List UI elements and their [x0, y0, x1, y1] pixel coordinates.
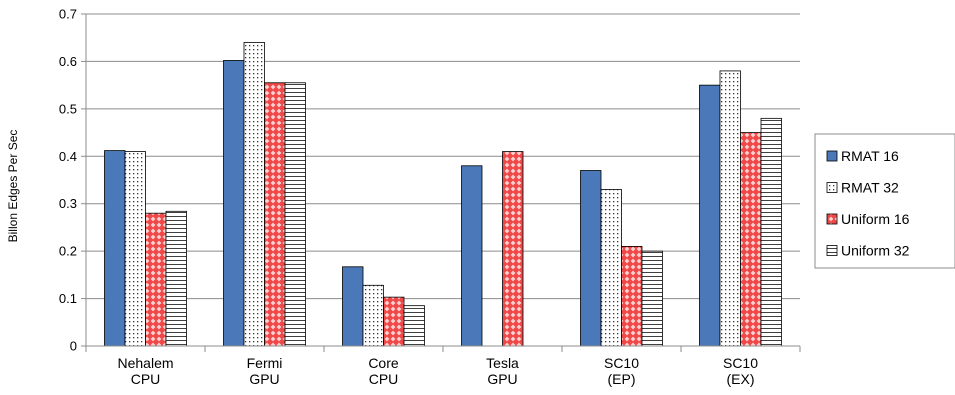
bars [104, 42, 782, 347]
bar-rmat-32 [719, 70, 741, 347]
y-tick-label: 0.3 [59, 196, 77, 211]
bar-rmat-16 [461, 165, 483, 347]
bar-uniform-16 [621, 245, 643, 347]
y-axis-label: Billon Edges Per Sec [6, 130, 20, 243]
legend-swatch [826, 245, 838, 256]
bar-uniform-16 [383, 296, 405, 347]
x-tick-label: CPU [131, 371, 161, 387]
x-tick-label: (EP) [608, 371, 636, 387]
legend-swatch [826, 150, 838, 162]
y-tick-label: 0.1 [59, 291, 77, 306]
x-tick-label: SC10 [723, 355, 758, 371]
x-tick-labels: NehalemCPUFermiGPUCoreCPUTeslaGPUSC10(EP… [117, 355, 758, 387]
x-tick-label: Nehalem [117, 355, 173, 371]
bar-uniform-32 [403, 305, 425, 347]
bar-rmat-32 [124, 151, 146, 347]
x-tick-label: Core [368, 355, 399, 371]
bar-rmat-16 [699, 84, 721, 347]
legend-box [814, 133, 955, 269]
x-tick-label: Tesla [486, 355, 519, 371]
x-tick-label: Fermi [247, 355, 283, 371]
y-tick-label: 0 [70, 339, 77, 354]
bar-uniform-32 [760, 117, 782, 347]
bar-uniform-16 [264, 82, 286, 347]
x-tick-label: GPU [487, 371, 517, 387]
gridlines [81, 13, 800, 347]
bar-rmat-16 [580, 170, 602, 347]
bar-uniform-16 [740, 132, 762, 347]
y-tick-label: 0.2 [59, 244, 77, 259]
bar-rmat-16 [223, 60, 245, 347]
y-tick-label: 0.6 [59, 54, 77, 69]
bar-rmat-32 [362, 284, 384, 347]
y-tick-labels: 0 0.1 0.2 0.3 0.4 0.5 0.6 0.7 [59, 7, 77, 354]
bar-rmat-16 [342, 266, 364, 347]
legend-label: RMAT 32 [841, 180, 899, 196]
x-tick-label: (EX) [727, 371, 755, 387]
legend-label: Uniform 32 [841, 243, 910, 259]
legend: RMAT 16 RMAT 32 Uniform 16 Uniform 32 [814, 133, 955, 269]
bar-rmat-32 [243, 42, 265, 347]
y-tick-label: 0.5 [59, 101, 77, 116]
bar-uniform-32 [165, 210, 187, 347]
bar-rmat-16 [104, 150, 126, 347]
legend-label: Uniform 16 [841, 211, 910, 227]
bar-uniform-16 [145, 212, 167, 347]
axes [85, 14, 801, 352]
bar-uniform-16 [502, 151, 524, 347]
x-tick-label: SC10 [604, 355, 639, 371]
legend-swatch [826, 213, 838, 225]
y-tick-label: 0.4 [59, 149, 77, 164]
bar-uniform-32 [284, 82, 306, 347]
y-tick-label: 0.7 [59, 7, 77, 22]
legend-label: RMAT 16 [841, 148, 899, 164]
bar-uniform-32 [641, 250, 663, 347]
x-tick-label: CPU [369, 371, 399, 387]
bar-rmat-32 [600, 189, 622, 347]
legend-swatch [826, 182, 838, 193]
x-tick-label: GPU [249, 371, 279, 387]
